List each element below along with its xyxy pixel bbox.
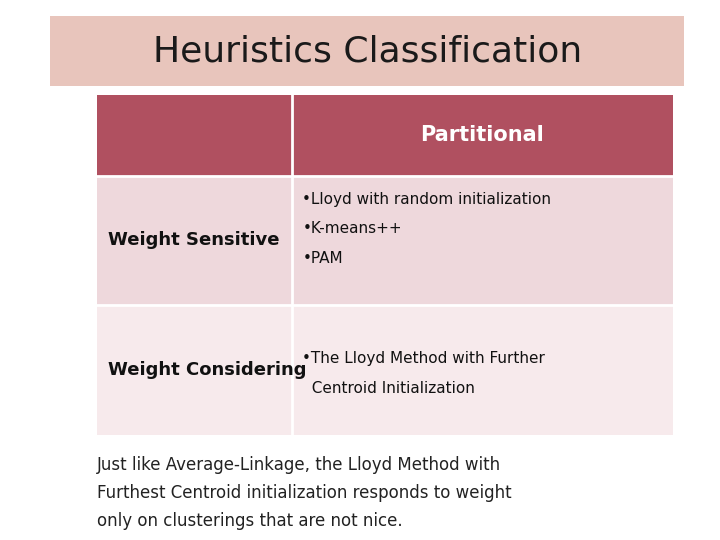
Text: Partitional: Partitional: [420, 125, 544, 145]
FancyBboxPatch shape: [292, 176, 673, 305]
FancyBboxPatch shape: [97, 94, 292, 176]
Text: only on clusterings that are not nice.: only on clusterings that are not nice.: [97, 512, 402, 530]
Text: Just like Average-Linkage, the Lloyd Method with: Just like Average-Linkage, the Lloyd Met…: [97, 456, 501, 474]
Text: •The Lloyd Method with Further: •The Lloyd Method with Further: [302, 351, 545, 366]
Text: Furthest Centroid initialization responds to weight: Furthest Centroid initialization respond…: [97, 484, 512, 502]
Text: •Lloyd with random initialization: •Lloyd with random initialization: [302, 192, 552, 207]
FancyBboxPatch shape: [97, 305, 292, 435]
FancyBboxPatch shape: [292, 305, 673, 435]
Text: •K-means++: •K-means++: [302, 221, 402, 237]
FancyBboxPatch shape: [97, 176, 292, 305]
Text: Weight Considering: Weight Considering: [108, 361, 307, 379]
Text: Weight Sensitive: Weight Sensitive: [108, 231, 279, 249]
Text: •PAM: •PAM: [302, 251, 343, 266]
Text: Centroid Initialization: Centroid Initialization: [302, 381, 475, 396]
Text: Heuristics Classification: Heuristics Classification: [153, 35, 582, 68]
FancyBboxPatch shape: [292, 94, 673, 176]
FancyBboxPatch shape: [50, 16, 684, 86]
